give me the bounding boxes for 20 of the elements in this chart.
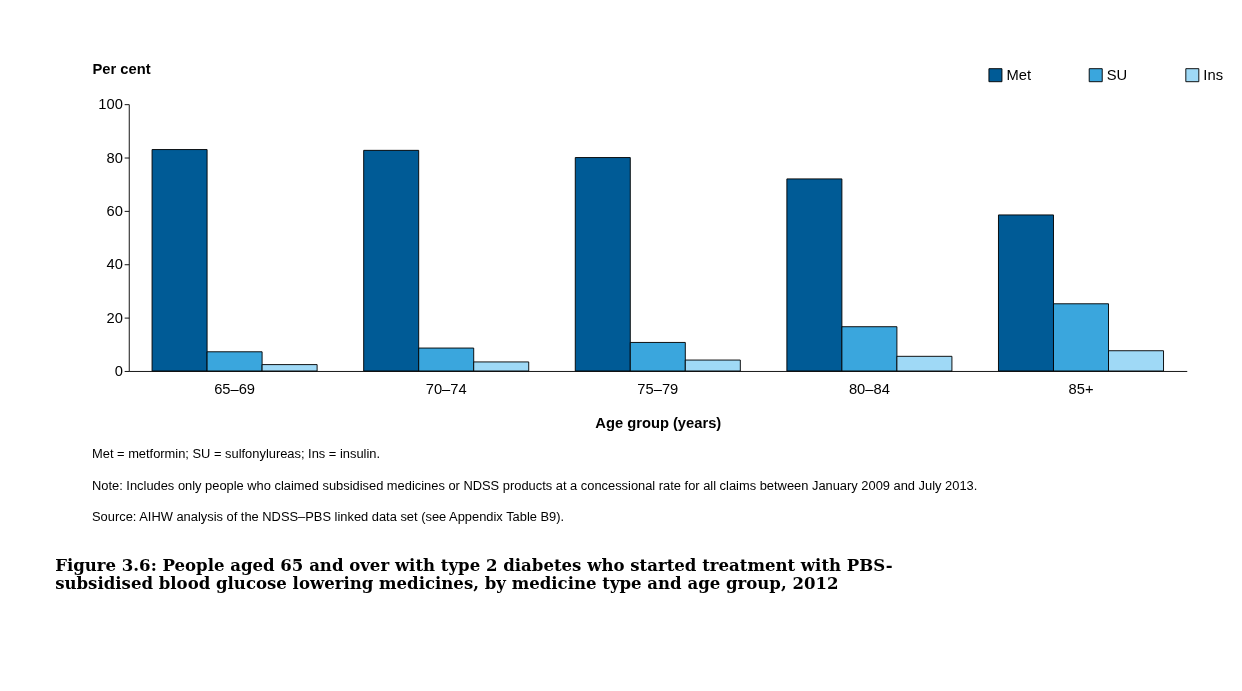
x-tick-label: 85+ (1068, 381, 1094, 398)
source-note: Source: AIHW analysis of the NDSS–PBS linked data set (see Appendix Table B9). (92, 508, 565, 524)
x-tick-label: 65–69 (214, 381, 256, 398)
text: Note: Includes only people who claimed subsidised medicines or NDSS products at a concessional rate for all claims between January 2009 and July 2013. (92, 477, 978, 493)
y-tick-label: 60 (106, 202, 123, 219)
y-axis-title: Per cent (92, 61, 151, 78)
x-axis-title: Age group (years) (595, 414, 722, 431)
y-tick-label: 0 (114, 363, 123, 380)
legend-label: Met (1006, 66, 1032, 83)
y-tick-label: 40 (106, 256, 123, 273)
y-tick-label: 100 (98, 96, 123, 113)
x-tick-label: 70–74 (425, 381, 467, 398)
y-tick-label: 80 (106, 149, 123, 166)
text: Met = metformin; SU = sulfonylureas; Ins = insulin. (92, 446, 381, 462)
legend-label: Ins (1203, 66, 1223, 83)
legend-label: SU (1106, 66, 1128, 83)
text: Figure 3.6: People aged 65 and over with type 2 diabetes who started treatment with PBS-subsidised blood glucose lowering medicines, by medicine type and age group, 2012 (55, 554, 893, 594)
x-tick-label: 75–79 (637, 381, 679, 398)
y-tick-label: 20 (106, 309, 123, 326)
x-tick-label: 80–84 (848, 381, 890, 398)
